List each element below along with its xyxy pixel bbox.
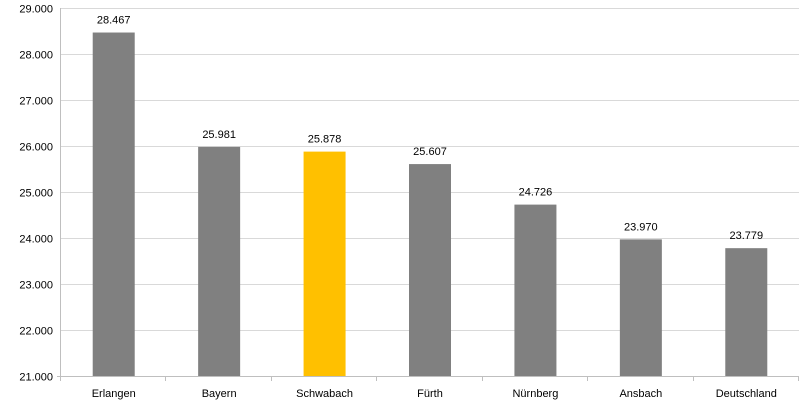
data-label: 24.726	[519, 187, 553, 199]
y-tick-label: 25.000	[19, 188, 53, 200]
bar-deutschland	[725, 248, 768, 376]
y-tick-label: 29.000	[19, 4, 53, 16]
y-tick-label: 22.000	[19, 326, 53, 338]
x-category-label: Nürnberg	[512, 388, 558, 400]
bar-f-rth	[409, 164, 451, 376]
data-label: 25.607	[413, 146, 447, 158]
data-labels: 28.467 25.981 25.878 25.607 24.726 23.970 23.7…	[97, 15, 763, 243]
x-category-label: Fürth	[417, 388, 443, 400]
data-label: 25.981	[202, 129, 236, 141]
bar-schwabach	[303, 151, 346, 376]
x-axis: Erlangen Bayern Schwabach Fürth Nürnberg Ansb…	[57, 8, 799, 400]
y-tick-label: 28.000	[19, 50, 53, 62]
bar-ansbach	[619, 239, 662, 376]
y-tick-label: 24.000	[19, 234, 53, 246]
bar-n-rnberg	[514, 204, 557, 376]
x-category-label: Erlangen	[92, 388, 136, 400]
data-label: 23.970	[624, 221, 658, 233]
data-label: 23.779	[729, 230, 763, 242]
y-tick-label: 27.000	[19, 96, 53, 108]
y-tick-label: 26.000	[19, 142, 53, 154]
x-category-label: Bayern	[202, 388, 237, 400]
y-axis-ticks: 21.000 22.000 23.000 24.000 25.000 26.000 27.0…	[19, 4, 53, 384]
x-category-label: Deutschland	[716, 388, 777, 400]
y-tick-label: 23.000	[19, 280, 53, 292]
bars	[92, 32, 768, 376]
bar-bayern	[198, 146, 241, 376]
x-category-label: Ansbach	[619, 388, 662, 400]
data-label: 28.467	[97, 15, 131, 27]
data-label: 25.878	[308, 134, 342, 146]
bar-erlangen	[92, 32, 135, 376]
x-category-label: Schwabach	[296, 388, 353, 400]
y-tick-label: 21.000	[19, 372, 53, 384]
